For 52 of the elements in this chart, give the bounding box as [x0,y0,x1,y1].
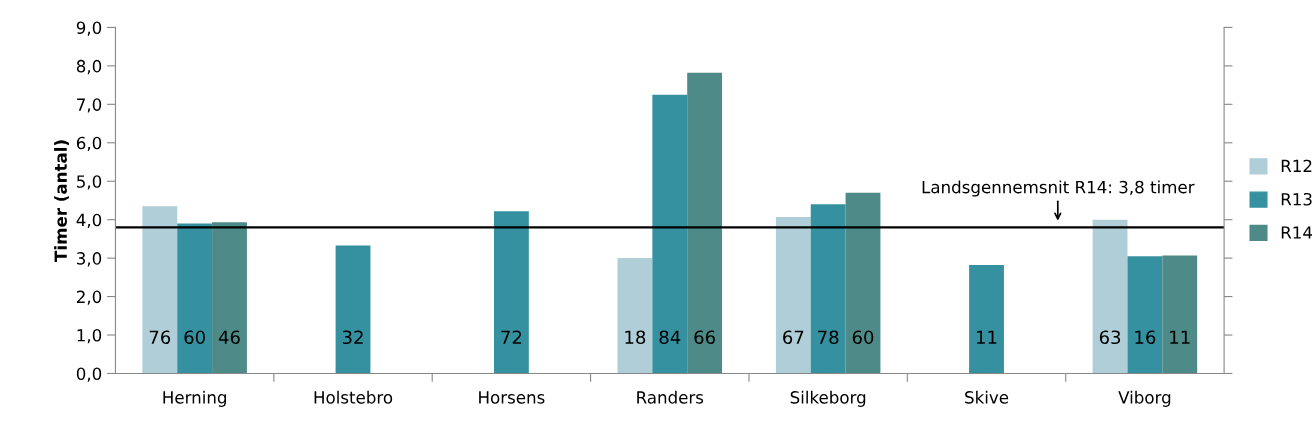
annotation: 18 [625,330,646,345]
legend-label: R14 [1281,226,1312,239]
y-tick-label: 8,0 [76,59,102,75]
y-tick-label: 6,0 [76,136,102,152]
bar [335,245,371,374]
bar [775,216,811,374]
y-tick-label: 3,0 [77,252,102,267]
y-tick-label: 0,0 [76,367,102,382]
annotation: 67 [783,330,804,345]
annotation: 11 [1170,330,1190,344]
annotation: 60 [852,330,874,345]
bar [493,211,529,374]
ref-line-label: Landsgennemsnit R14: 3,8 timer [922,180,1195,197]
annotation: 46 [218,330,240,345]
y-tick-label: 5,0 [77,175,102,190]
annotation: 72 [501,330,522,344]
x-tick-label: Randers [637,390,704,404]
y-tick-label: 7,0 [77,98,102,113]
legend-label: R12 [1281,159,1312,172]
x-tick-label: Viborg [1118,390,1171,407]
bar [687,72,723,374]
x-tick-label: Horsens [479,391,545,404]
y-tick-label: 2,0 [76,290,102,305]
bar [617,258,653,374]
y-tick-label: 1,0 [77,328,102,344]
x-tick-label: Silkeborg [790,390,866,407]
bar [652,94,688,374]
y-tick-label: 4,0 [76,213,102,228]
bar [212,222,247,374]
annotation: 60 [184,330,205,345]
bar [1127,256,1163,374]
x-tick-label: Herning [163,390,226,407]
annotation: 76 [149,330,171,345]
annotation: 66 [694,330,715,345]
x-tick-label: Holstebro [314,390,393,404]
bar [845,192,881,374]
bar [810,204,846,374]
annotation: 78 [818,330,839,345]
bar [1162,255,1198,374]
bar [177,223,213,374]
bar [142,206,178,374]
y-tick-label: 9,0 [76,21,102,36]
annotation: 84 [659,330,681,345]
annotation: 11 [977,330,997,344]
y-axis-title: Timer (antal) [54,140,69,262]
bar [1092,219,1128,374]
legend-label: R13 [1281,192,1312,206]
annotation: 63 [1099,330,1121,345]
annotation: 32 [342,330,363,345]
annotation: 16 [1135,330,1156,345]
x-tick-label: Skive [965,390,1009,404]
bar [969,265,1004,374]
